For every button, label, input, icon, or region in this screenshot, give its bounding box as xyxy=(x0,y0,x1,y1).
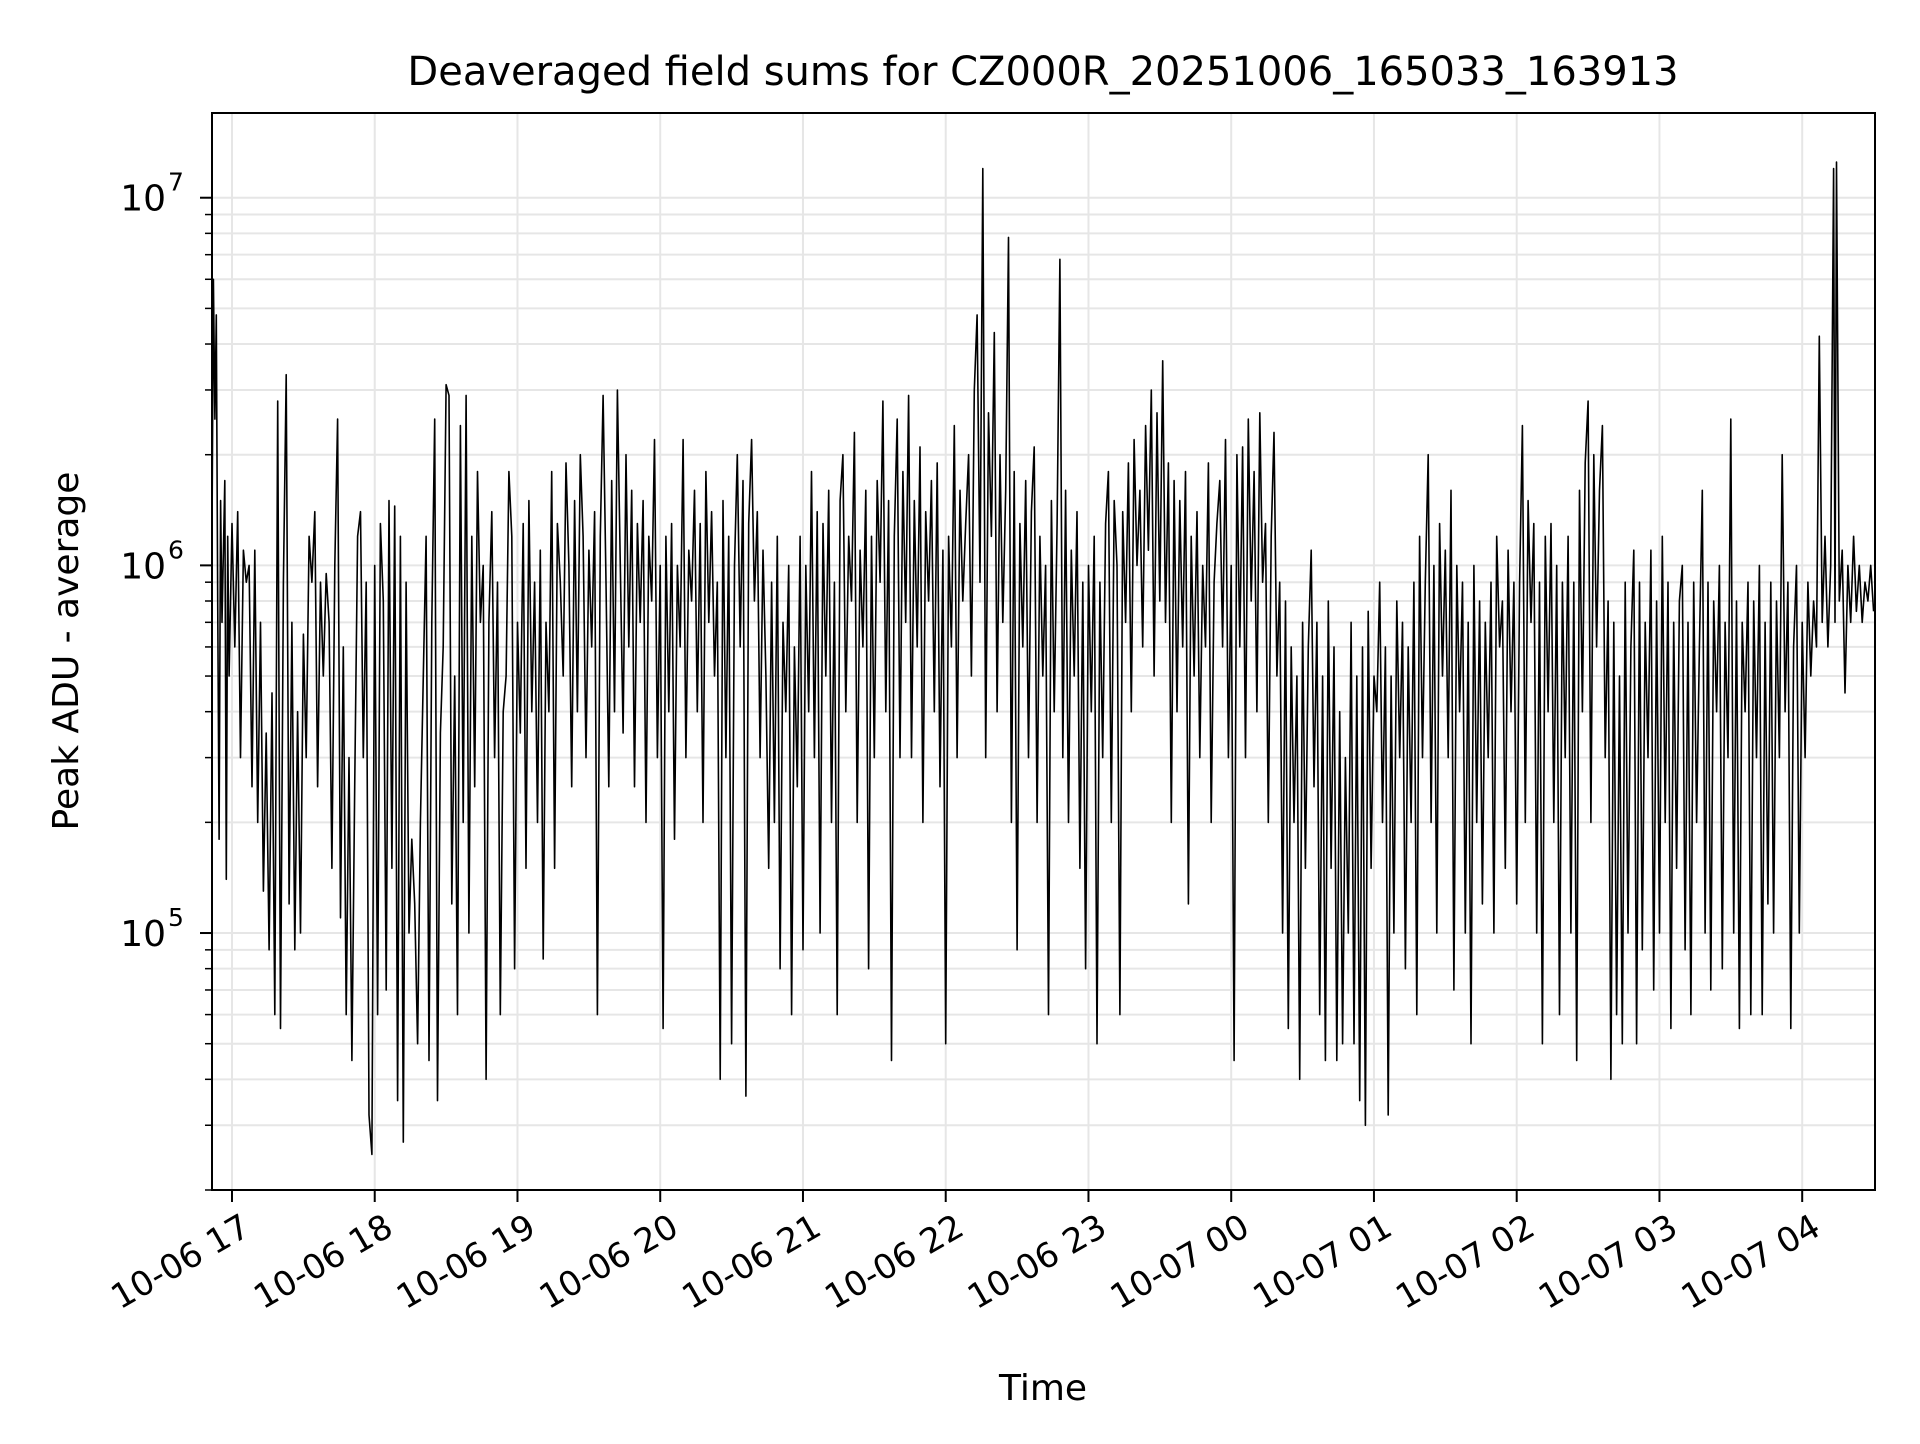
series-layer xyxy=(211,161,1875,1156)
y-tick-label-exponent: 5 xyxy=(168,903,184,932)
x-axis-label: Time xyxy=(998,1368,1087,1409)
y-tick-label-base: 10 xyxy=(120,179,166,220)
y-tick-label-base: 10 xyxy=(120,546,166,587)
series-line-0 xyxy=(211,161,1875,1156)
grid-layer xyxy=(212,113,1875,1191)
y-axis-label: Peak ADU - average xyxy=(46,472,87,831)
y-tick-label: 10 7 xyxy=(120,168,184,220)
y-tick-label: 10 6 xyxy=(120,535,184,587)
y-tick-label: 10 5 xyxy=(120,903,184,955)
chart-title: Deaveraged field sums for CZ000R_2025100… xyxy=(407,49,1678,95)
y-tick-label-exponent: 6 xyxy=(168,535,184,564)
y-tick-label-exponent: 7 xyxy=(168,168,184,197)
y-tick-label-base: 10 xyxy=(120,914,166,955)
plot-frame xyxy=(211,112,1876,1191)
